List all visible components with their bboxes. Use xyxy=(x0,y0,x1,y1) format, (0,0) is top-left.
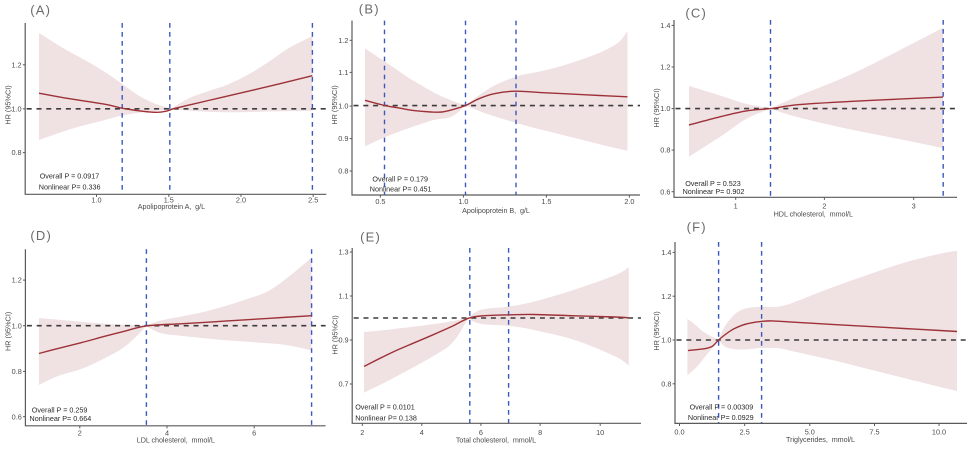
svg-text:1.0: 1.0 xyxy=(11,104,21,113)
svg-text:1.0: 1.0 xyxy=(338,102,348,111)
svg-text:(F): (F) xyxy=(687,220,707,235)
svg-text:Overall P = 0.0101: Overall P = 0.0101 xyxy=(355,403,415,412)
svg-text:2: 2 xyxy=(822,201,826,210)
svg-text:HR (95%CI): HR (95%CI) xyxy=(652,311,661,350)
svg-text:Nonlinear P= 0.336: Nonlinear P= 0.336 xyxy=(39,182,101,191)
svg-text:1.0: 1.0 xyxy=(12,321,22,330)
svg-text:0.8: 0.8 xyxy=(12,367,22,376)
svg-text:1: 1 xyxy=(734,201,738,210)
svg-text:2.0: 2.0 xyxy=(236,195,246,204)
svg-text:1.5: 1.5 xyxy=(164,195,174,204)
svg-text:1.4: 1.4 xyxy=(661,248,671,257)
svg-text:HR (95%CI): HR (95%CI) xyxy=(4,312,13,351)
svg-text:Total cholesterol, mmol/L: Total cholesterol, mmol/L xyxy=(456,436,536,445)
svg-text:Nonlinear P= 0.902: Nonlinear P= 0.902 xyxy=(683,187,745,196)
svg-text:Overall P = 0.179: Overall P = 0.179 xyxy=(372,175,428,184)
svg-text:1.0: 1.0 xyxy=(660,104,670,113)
svg-text:(E): (E) xyxy=(360,230,381,245)
svg-text:7.5: 7.5 xyxy=(869,427,879,436)
svg-text:2.5: 2.5 xyxy=(740,427,750,436)
svg-text:HR (95%CI): HR (95%CI) xyxy=(330,85,339,124)
svg-text:1.2: 1.2 xyxy=(660,63,670,72)
svg-text:0.6: 0.6 xyxy=(12,412,22,421)
svg-text:1.4: 1.4 xyxy=(660,21,670,30)
svg-text:8: 8 xyxy=(538,428,542,437)
svg-text:1.1: 1.1 xyxy=(338,68,348,77)
svg-text:Triglycerides, mmol/L: Triglycerides, mmol/L xyxy=(786,435,855,444)
svg-text:10: 10 xyxy=(596,428,604,437)
svg-text:2: 2 xyxy=(78,429,82,438)
svg-text:0.5: 0.5 xyxy=(375,197,385,206)
svg-text:0.6: 0.6 xyxy=(660,187,670,196)
svg-text:LDL cholesterol, mmol/L: LDL cholesterol, mmol/L xyxy=(137,435,215,444)
svg-text:Apolipoprotein B, g/L: Apolipoprotein B, g/L xyxy=(462,206,530,215)
svg-text:Overall P = 0.259: Overall P = 0.259 xyxy=(32,405,88,414)
svg-text:4: 4 xyxy=(165,429,169,438)
svg-text:1.2: 1.2 xyxy=(11,60,21,69)
svg-text:0.9: 0.9 xyxy=(338,336,348,345)
svg-text:1.3: 1.3 xyxy=(338,248,348,257)
svg-text:Nonlinear P= 0.664: Nonlinear P= 0.664 xyxy=(30,414,92,423)
svg-text:1.0: 1.0 xyxy=(661,336,671,345)
svg-text:5.0: 5.0 xyxy=(805,427,815,436)
svg-text:Nonlinear P= 0.451: Nonlinear P= 0.451 xyxy=(370,184,432,193)
svg-text:4: 4 xyxy=(420,428,424,437)
svg-text:HDL cholesterol, mmol/L: HDL cholesterol, mmol/L xyxy=(774,209,853,218)
svg-text:0.8: 0.8 xyxy=(11,148,21,157)
svg-text:Overall P = 0.0917: Overall P = 0.0917 xyxy=(40,172,100,181)
svg-text:Overall P = 0.523: Overall P = 0.523 xyxy=(685,179,741,188)
svg-text:0.8: 0.8 xyxy=(661,379,671,388)
svg-text:2.0: 2.0 xyxy=(624,197,634,206)
svg-text:0.9: 0.9 xyxy=(338,134,348,143)
svg-text:1.2: 1.2 xyxy=(661,292,671,301)
svg-text:Nonlinear P= 0.0929: Nonlinear P= 0.0929 xyxy=(688,413,754,422)
svg-text:Nonlinear P= 0.138: Nonlinear P= 0.138 xyxy=(355,413,417,422)
svg-text:(B): (B) xyxy=(359,1,380,16)
svg-text:1.5: 1.5 xyxy=(541,197,551,206)
svg-text:0.8: 0.8 xyxy=(660,146,670,155)
svg-text:0.0: 0.0 xyxy=(674,427,684,436)
svg-text:1.0: 1.0 xyxy=(91,195,101,204)
svg-text:Overall P = 0.00309: Overall P = 0.00309 xyxy=(690,402,754,411)
svg-text:Apolipoprotein A, g/L: Apolipoprotein A, g/L xyxy=(138,202,205,211)
svg-text:(A): (A) xyxy=(30,3,51,18)
svg-text:1.0: 1.0 xyxy=(458,197,468,206)
svg-text:HR (95%CI): HR (95%CI) xyxy=(3,85,12,124)
svg-text:HR (95%CI): HR (95%CI) xyxy=(652,88,661,127)
svg-text:1.2: 1.2 xyxy=(338,36,348,45)
svg-text:(D): (D) xyxy=(30,228,52,243)
svg-text:(C): (C) xyxy=(685,5,707,20)
svg-text:0.7: 0.7 xyxy=(338,380,348,389)
svg-text:HR (95%CI): HR (95%CI) xyxy=(330,315,339,354)
svg-text:2.5: 2.5 xyxy=(308,195,318,204)
svg-text:10.0: 10.0 xyxy=(932,427,946,436)
svg-text:6: 6 xyxy=(252,429,256,438)
svg-text:0.8: 0.8 xyxy=(338,167,348,176)
svg-text:6: 6 xyxy=(479,428,483,437)
svg-text:1.2: 1.2 xyxy=(12,276,22,285)
svg-text:3: 3 xyxy=(912,201,916,210)
svg-text:2: 2 xyxy=(360,428,364,437)
svg-text:1.1: 1.1 xyxy=(338,292,348,301)
